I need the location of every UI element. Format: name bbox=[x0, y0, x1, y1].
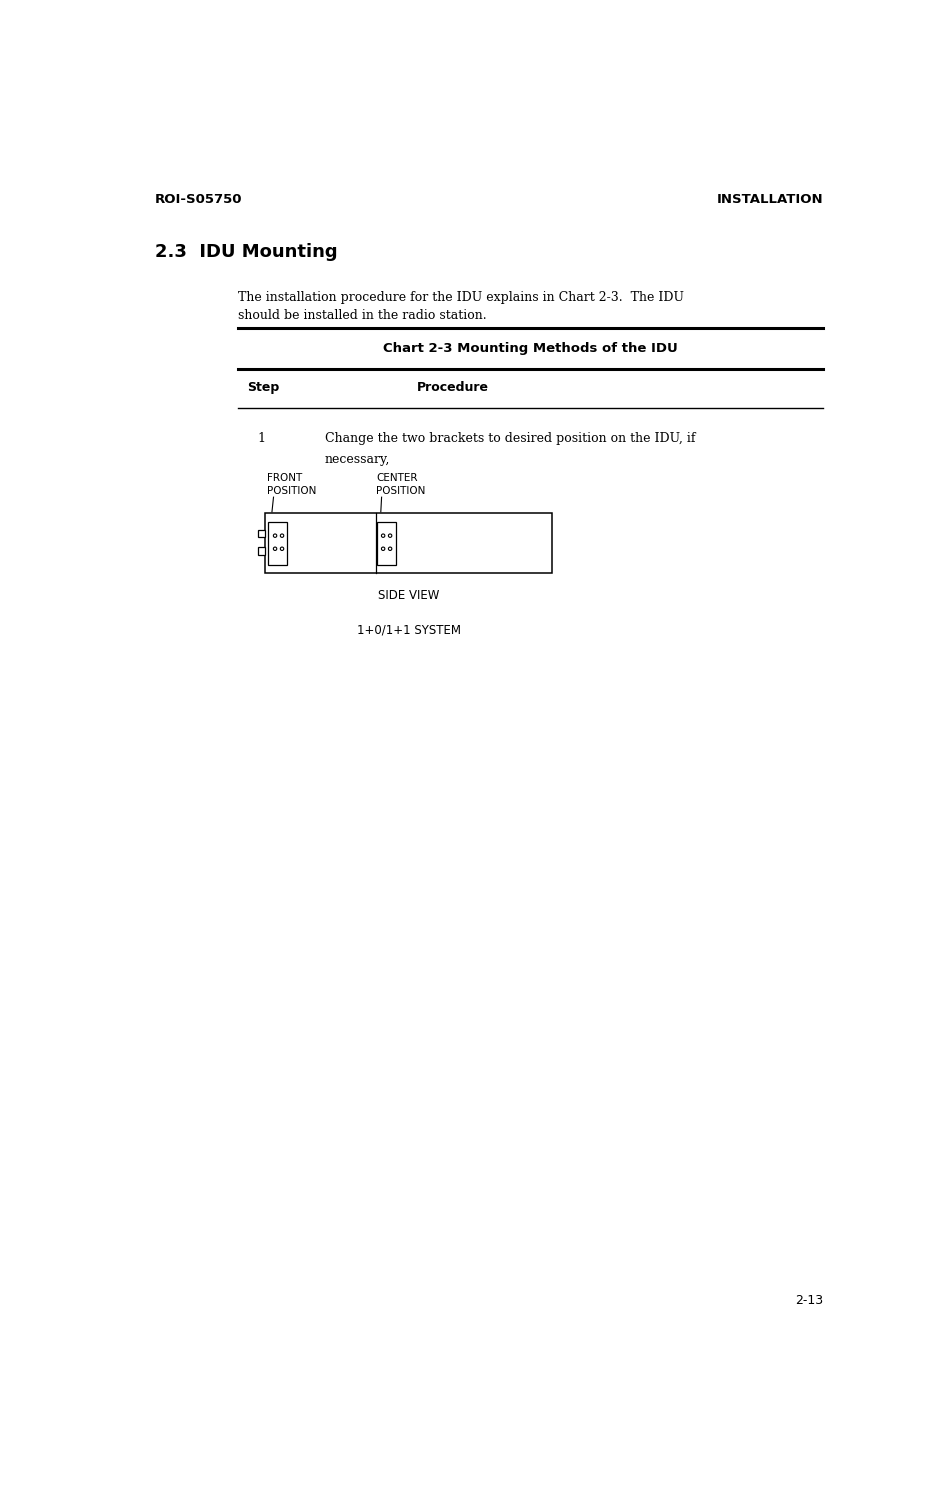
Text: SIDE VIEW: SIDE VIEW bbox=[378, 588, 439, 602]
Text: Chart 2-3 Mounting Methods of the IDU: Chart 2-3 Mounting Methods of the IDU bbox=[383, 342, 678, 355]
Text: 1: 1 bbox=[257, 433, 265, 445]
Text: necessary,: necessary, bbox=[325, 452, 390, 466]
Text: The installation procedure for the IDU explains in Chart 2-3.  The IDU: The installation procedure for the IDU e… bbox=[238, 291, 683, 303]
Text: FRONT: FRONT bbox=[267, 473, 302, 482]
Text: Step: Step bbox=[247, 381, 279, 394]
Text: INSTALLATION: INSTALLATION bbox=[716, 193, 822, 206]
Text: Change the two brackets to desired position on the IDU, if: Change the two brackets to desired posit… bbox=[325, 433, 695, 445]
Text: 2.3  IDU Mounting: 2.3 IDU Mounting bbox=[155, 243, 337, 261]
Bar bbox=[258, 530, 265, 537]
Bar bbox=[258, 548, 265, 555]
Text: CENTER: CENTER bbox=[376, 473, 417, 482]
Text: should be installed in the radio station.: should be installed in the radio station… bbox=[238, 309, 486, 322]
Bar bbox=[265, 514, 551, 573]
Text: ROI-S05750: ROI-S05750 bbox=[155, 193, 242, 206]
Bar bbox=[377, 523, 396, 564]
Bar bbox=[268, 523, 287, 564]
Text: 2-13: 2-13 bbox=[795, 1294, 822, 1308]
Text: POSITION: POSITION bbox=[376, 487, 425, 496]
Text: POSITION: POSITION bbox=[267, 487, 316, 496]
Text: Procedure: Procedure bbox=[416, 381, 488, 394]
Text: 1+0/1+1 SYSTEM: 1+0/1+1 SYSTEM bbox=[357, 624, 461, 636]
